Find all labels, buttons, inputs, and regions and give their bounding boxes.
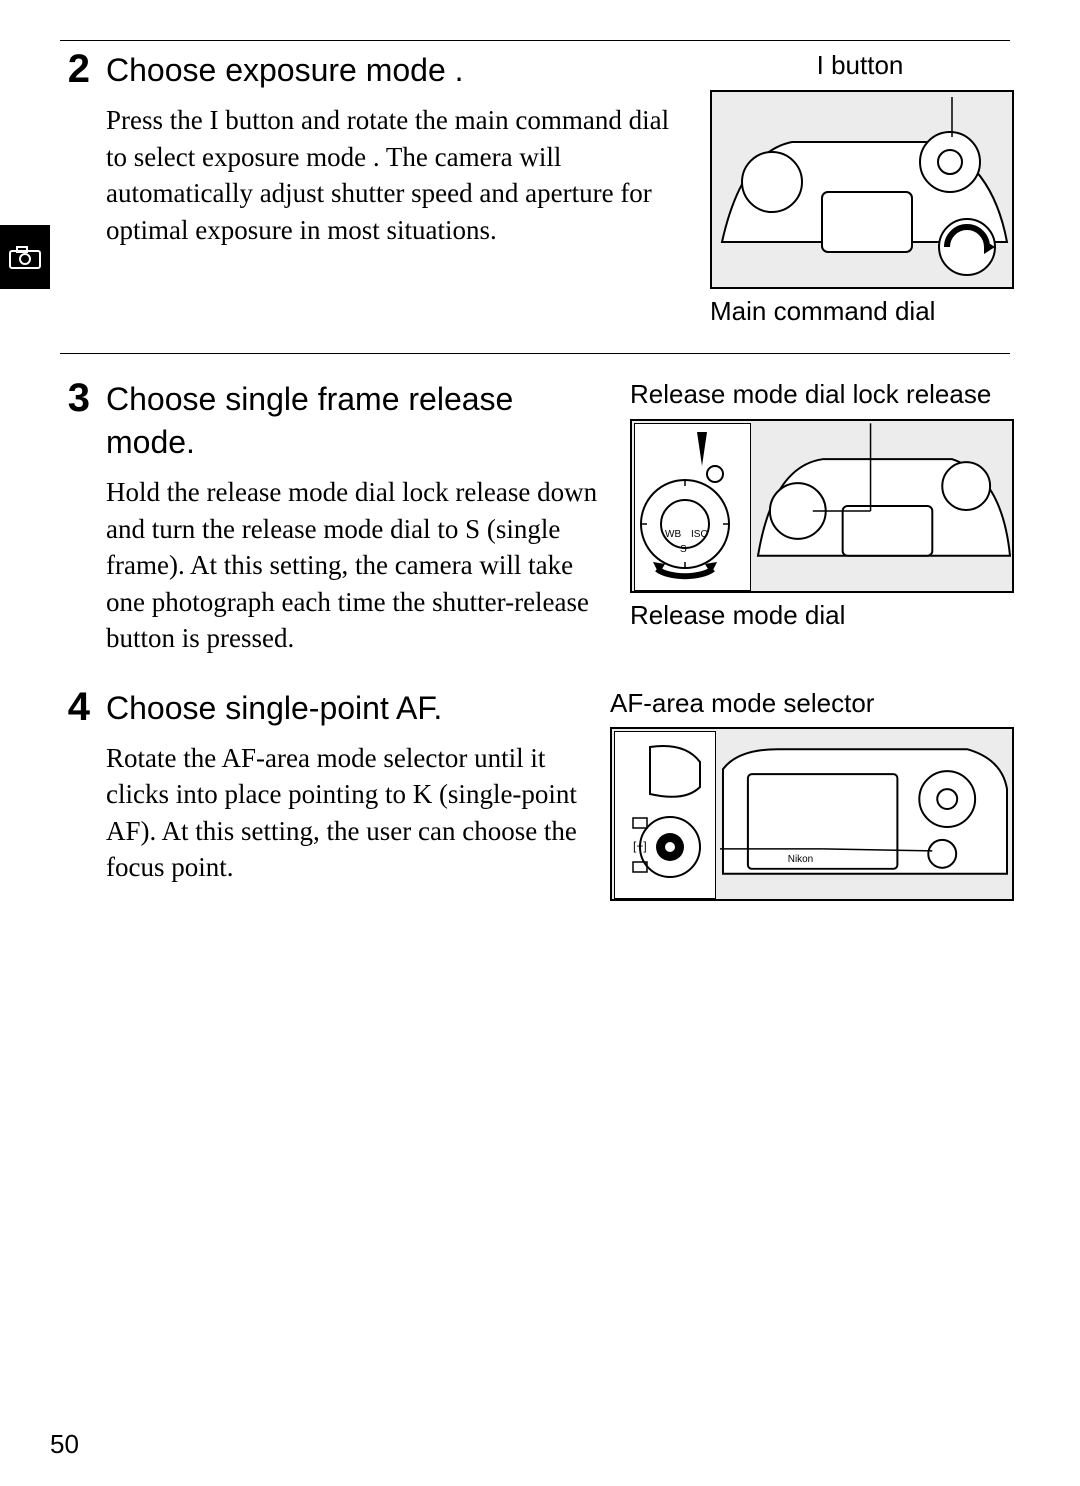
step-2: 2 Choose exposure mode . Press the I but… [60,49,1010,327]
step-title: Choose exposure mode . [106,49,690,92]
svg-text:WB: WB [665,529,681,540]
af-selector-closeup: [+] [615,732,715,898]
step-number: 3 [60,378,90,418]
figure-block: AF-area mode selector [+] [610,687,1010,902]
step-number: 4 [60,687,90,727]
svg-text:[+]: [+] [633,839,647,853]
step-body: Rotate the AF-area mode selector until i… [106,740,590,886]
figure-image [710,90,1014,289]
step-4: 4 Choose single-point AF. Rotate the AF-… [60,687,1010,902]
divider [60,353,1010,354]
camera-top-illustration [753,421,1012,591]
figure-bottom-caption: Main command dial [710,295,1010,328]
figure-image: [+] [610,727,1014,901]
step-title: Choose single-point AF. [106,687,590,730]
figure-image: WB ISO S [630,419,1014,593]
svg-text:S: S [680,544,687,555]
svg-text:ISO: ISO [691,529,708,540]
page-number: 50 [50,1429,79,1460]
camera-view: Nikon [718,729,1012,899]
step-3: 3 Choose single frame release mode. Hold… [60,378,1010,657]
camera-back-illustration: Nikon [718,729,1012,899]
step-body: Hold the release mode dial lock release … [106,474,610,656]
section-tab [0,225,50,289]
figure-bottom-caption: Release mode dial [630,599,1010,632]
camera-view [753,421,1012,591]
manual-page: 2 Choose exposure mode . Press the I but… [0,0,1080,1486]
figure-top-caption: AF-area mode selector [610,687,1010,720]
figure-top-caption: Release mode dial lock release [630,378,1010,411]
release-dial-closeup: WB ISO S [635,424,750,590]
camera-top-illustration [712,92,1012,287]
step-body: Press the I button and rotate the main c… [106,102,690,248]
figure-top-caption: I button [710,49,1010,82]
figure-block: Release mode dial lock release [630,378,1010,631]
step-title: Choose single frame release mode. [106,378,610,464]
figure-block: I button [710,49,1010,327]
svg-text:Nikon: Nikon [788,854,813,865]
detail-inset: [+] [614,731,716,899]
top-divider [60,40,1010,41]
detail-inset: WB ISO S [634,423,751,591]
camera-icon [9,245,41,269]
step-number: 2 [60,49,90,89]
